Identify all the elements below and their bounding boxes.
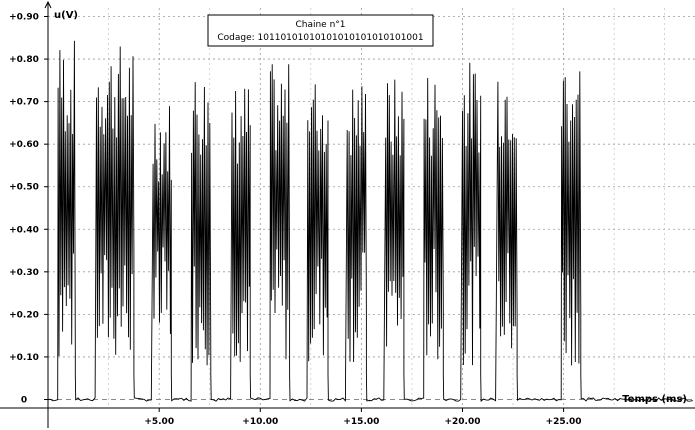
y-tick-label: +0.40 (9, 225, 39, 235)
x-tick-label: +10.00 (242, 417, 278, 427)
x-tick-label: +20.00 (444, 417, 480, 427)
y-tick-label: +0.50 (9, 183, 39, 193)
legend-box (207, 14, 434, 47)
y-tick-label: +0.60 (9, 140, 39, 150)
y-tick-label: +0.80 (9, 55, 39, 65)
y-tick-label: +0.90 (9, 13, 39, 23)
y-tick-label: +0.30 (9, 268, 39, 278)
y-axis-title: u(V) (54, 10, 78, 21)
x-tick-label: +5.00 (144, 417, 174, 427)
x-tick-label: +15.00 (343, 417, 379, 427)
legend-line-1: Chaine n°1 (295, 20, 345, 30)
legend: Chaine n°1 Codage: 101101010101010101010… (207, 14, 434, 47)
x-axis-title: Temps (ms) (622, 394, 687, 405)
legend-line-2: Codage: 10110101010101010101010101001 (217, 33, 423, 43)
y-axis-arrow (44, 0, 52, 9)
series-group (47, 40, 693, 402)
y-tick-label: +0.20 (9, 310, 39, 320)
y-tick-label: 0 (21, 395, 27, 405)
y-tick-labels: 0 +0.10 +0.20 +0.30 +0.40 +0.50 +0.60 +0.70 +0.8… (9, 13, 39, 406)
x-tick-label: +25.00 (546, 417, 582, 427)
y-tick-label: +0.10 (9, 353, 39, 363)
x-tick-labels: +5.00 +10.00 +15.00 +20.00 +25.00 (144, 417, 581, 427)
signal-series-line (47, 40, 693, 402)
y-tick-label: +0.70 (9, 98, 39, 108)
